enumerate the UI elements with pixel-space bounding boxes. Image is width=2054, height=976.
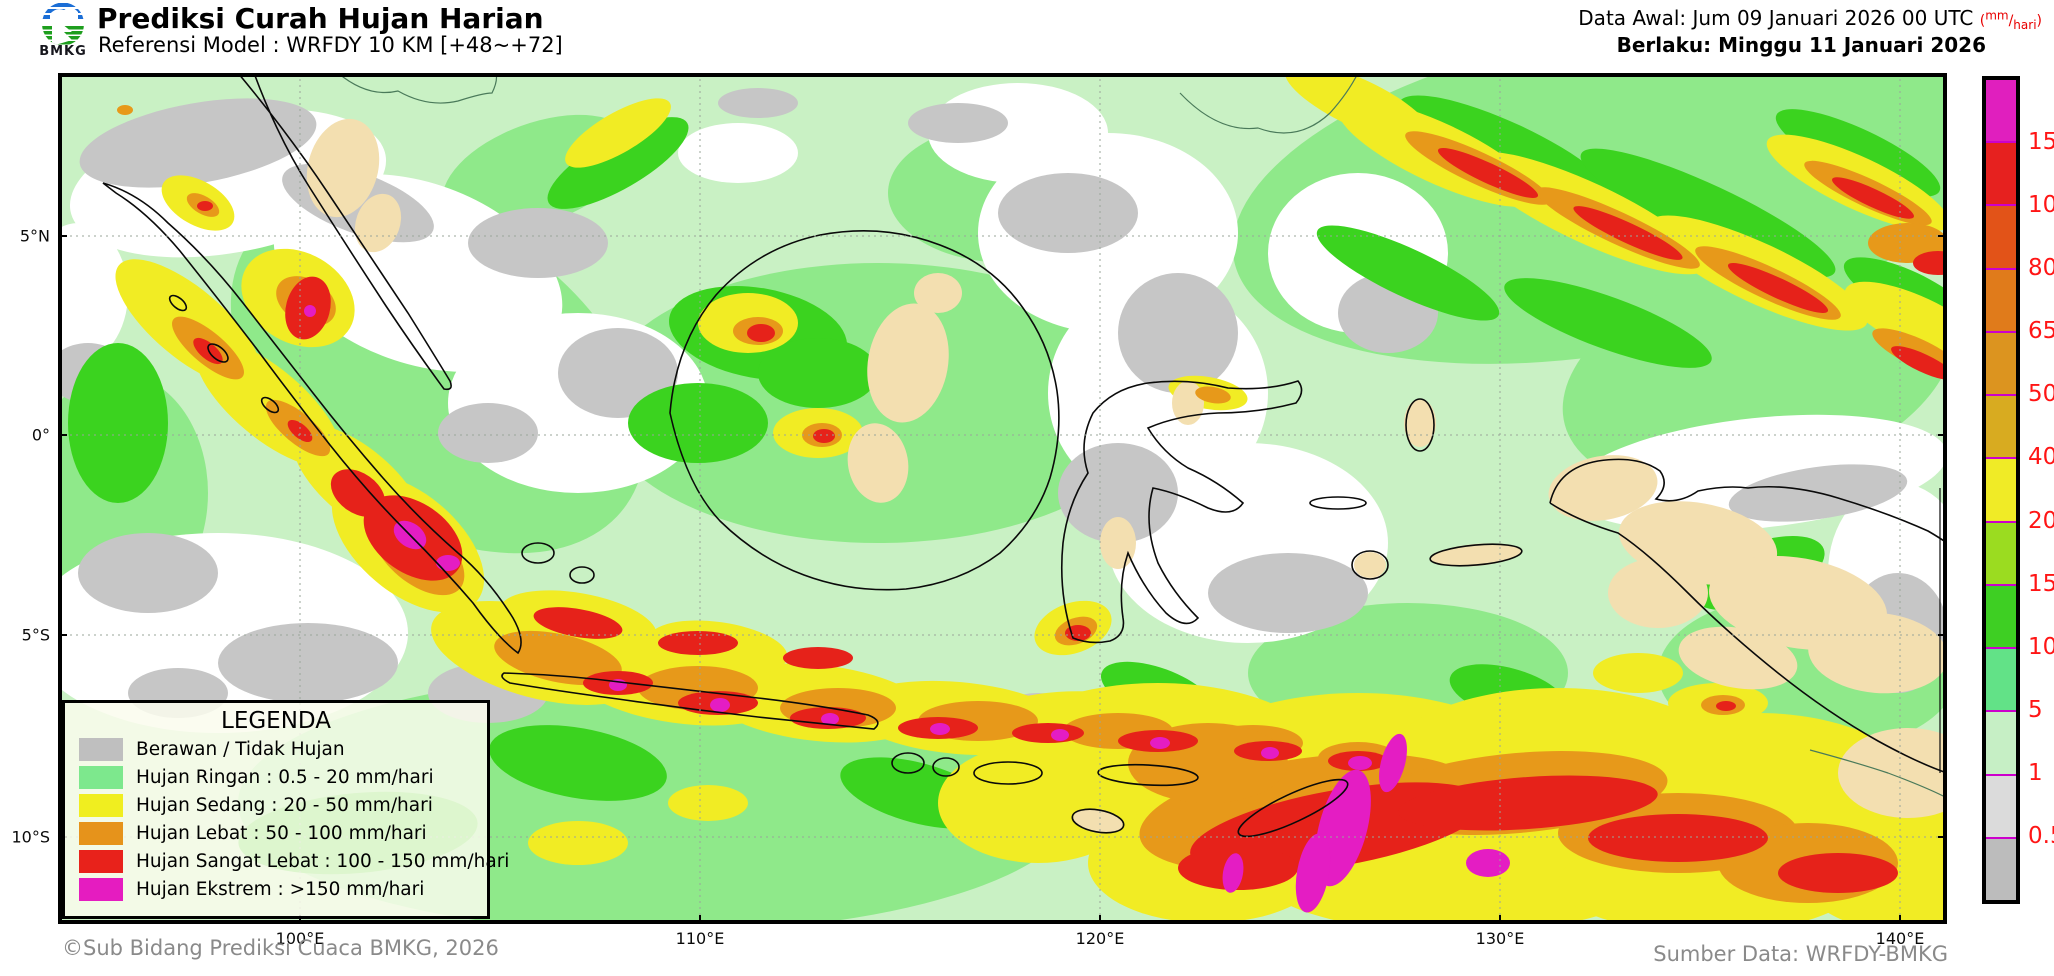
x-tick-label: 120°E	[1075, 929, 1125, 948]
y-tick-label: 10°S	[11, 827, 50, 847]
colorbar-segment	[1986, 647, 2016, 711]
colorbar-tick-label: 1	[2028, 759, 2043, 786]
colorbar-segment	[1986, 141, 2016, 205]
legend-swatch	[79, 878, 123, 901]
colorbar-tick-label: 20	[2028, 507, 2054, 534]
header-dates: Data Awal: Jum 09 Januari 2026 00 UTC (m…	[1578, 6, 2042, 57]
legend-box: LEGENDA Berawan / Tidak Hujan Hujan Ringa…	[62, 700, 509, 919]
legend-rows: Berawan / Tidak Hujan Hujan Ringan : 0.5 …	[65, 737, 509, 902]
colorbar-segment	[1986, 394, 2016, 458]
rainfall-map-svg	[28, 22, 2028, 933]
bmkg-logo-label: BMKG	[39, 44, 87, 59]
colorbar-tick-label: 40	[2028, 444, 2054, 471]
legend-item: Hujan Sedang : 20 - 50 mm/hari	[79, 793, 487, 818]
x-tick-label: 130°E	[1475, 929, 1525, 948]
legend-label: Hujan Sedang : 20 - 50 mm/hari	[136, 795, 433, 816]
legend-label: Hujan Ringan : 0.5 - 20 mm/hari	[136, 767, 434, 788]
legend-label: Hujan Ekstrem : >150 mm/hari	[136, 879, 425, 900]
legend-label: Hujan Lebat : 50 - 100 mm/hari	[136, 823, 427, 844]
unit-mm-per-hari: (mm/hari)	[1979, 8, 2042, 32]
model-reference-subtitle: Referensi Model : WRFDY 10 KM [+48~+72]	[98, 33, 563, 57]
colorbar-tick-label: 15	[2028, 570, 2054, 597]
colorbar-tick-label: 150	[2028, 129, 2054, 156]
colorbar-segment	[1986, 330, 2016, 395]
colorbar-segment	[1986, 836, 2016, 901]
colorbar-labels: 150 100 80 65 50 40 20 15 10 5 1 0.5	[2028, 76, 2054, 904]
colorbar-segment	[1986, 583, 2016, 648]
colorbar-segment	[1986, 773, 2016, 837]
foreign-coastlines	[337, 72, 1948, 799]
x-tick-label: 110°E	[675, 929, 725, 948]
map-frame	[58, 73, 1947, 924]
legend-swatch	[79, 766, 123, 789]
colorbar-tick-label: 10	[2028, 633, 2054, 660]
data-awal-line: Data Awal: Jum 09 Januari 2026 00 UTC (m…	[1578, 6, 2042, 32]
y-tick-label: 0°	[31, 425, 50, 445]
data-source-text: Sumber Data: WRFDY-BMKG	[1653, 942, 1948, 966]
legend-title: LEGENDA	[221, 708, 331, 734]
x-tick-label: 100°E	[275, 929, 325, 948]
copyright-text: ©Sub Bidang Prediksi Cuaca BMKG, 2026	[62, 936, 499, 960]
legend-item: Hujan Lebat : 50 - 100 mm/hari	[79, 821, 487, 846]
x-tick-label: 140°E	[1875, 929, 1925, 948]
legend-swatch	[79, 822, 123, 845]
colorbar-segment	[1986, 710, 2016, 774]
page-title: Prediksi Curah Hujan Harian	[97, 2, 544, 35]
colorbar-segment	[1986, 457, 2016, 521]
colorbar-tick-label: 80	[2028, 255, 2054, 282]
rain-magenta-layer	[304, 305, 1510, 913]
colorbar-tick-label: 100	[2028, 192, 2054, 219]
berlaku-line: Berlaku: Minggu 11 Januari 2026	[1616, 32, 1986, 57]
legend-swatch	[79, 794, 123, 817]
colorbar-segment	[1986, 267, 2016, 331]
y-tick-label: 5°N	[19, 226, 50, 246]
colorbar-segment	[1986, 204, 2016, 268]
colorbar-segment	[1986, 80, 2016, 142]
colorbar-segment	[1986, 520, 2016, 584]
indonesia-coastlines	[102, 72, 1948, 838]
legend-swatch	[79, 850, 123, 873]
legend-item: Hujan Ringan : 0.5 - 20 mm/hari	[79, 765, 487, 790]
legend-label: Hujan Sangat Lebat : 100 - 150 mm/hari	[136, 851, 510, 872]
colorbar	[1982, 76, 2020, 904]
legend-item: Hujan Ekstrem : >150 mm/hari	[79, 877, 487, 902]
legend-item: Hujan Sangat Lebat : 100 - 150 mm/hari	[79, 849, 509, 874]
rainfall-map	[28, 22, 2028, 933]
bmkg-logo-icon	[42, 2, 84, 46]
colorbar-tick-label: 0.5	[2028, 822, 2054, 849]
data-awal-text: Data Awal: Jum 09 Januari 2026 00 UTC	[1578, 6, 1974, 30]
legend-label: Berawan / Tidak Hujan	[136, 739, 345, 760]
colorbar-tick-label: 65	[2028, 318, 2054, 345]
colorbar-tick-label: 50	[2028, 381, 2054, 408]
legend-item: Berawan / Tidak Hujan	[79, 737, 487, 762]
y-tick-label: 5°S	[21, 625, 50, 645]
legend-swatch	[79, 738, 123, 761]
colorbar-tick-label: 5	[2028, 696, 2043, 723]
